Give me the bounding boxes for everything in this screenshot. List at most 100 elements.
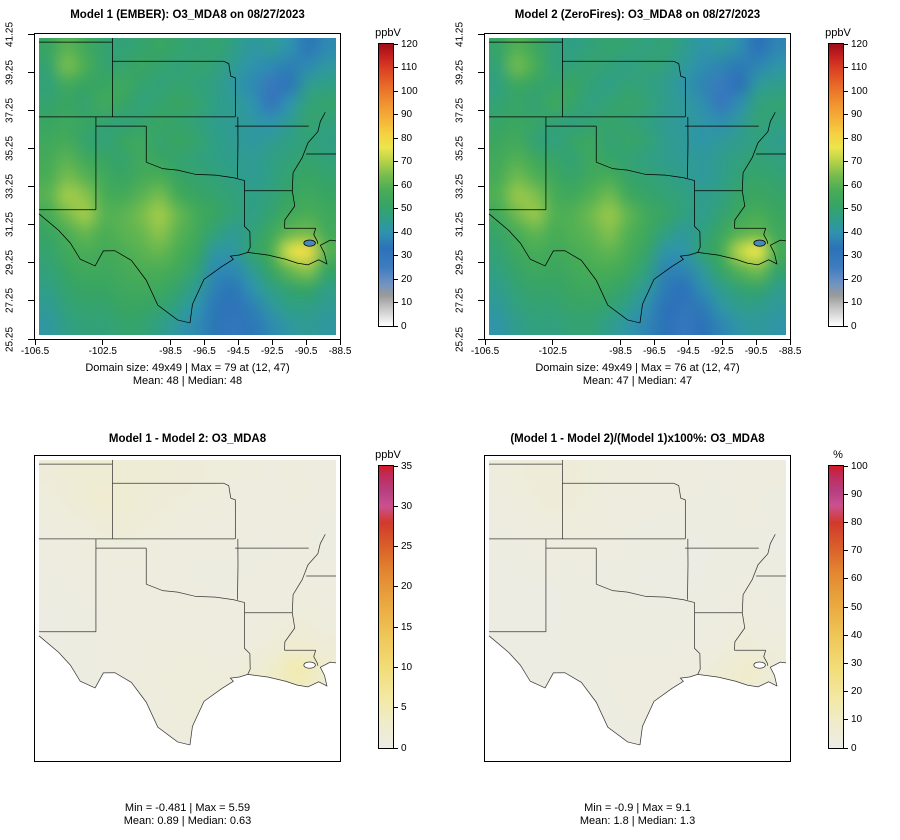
colorbar-tick-label: 50	[851, 203, 863, 214]
colorbar-tick-label: 110	[401, 62, 417, 73]
panel-title: Model 2 (ZeroFires): O3_MDA8 on 08/27/20…	[514, 9, 761, 21]
x-tick-mark	[237, 340, 239, 345]
y-tick-mark	[28, 262, 34, 264]
colorbar-tick-label: 30	[401, 500, 413, 512]
colorbar-ticks: 0 10 20 30 40 50 60 70 80 90 100	[844, 461, 899, 754]
panel-model2: Model 2 (ZeroFires): O3_MDA8 on 08/27/20…	[450, 0, 900, 420]
colorbar-tick-label: 60	[851, 179, 863, 191]
colorbar-tick-mark	[844, 43, 848, 45]
panel-percent-difference: (Model 1 - Model 2)/(Model 1)x100%: O3_M…	[450, 420, 900, 840]
colorbar-tick-mark	[394, 747, 398, 749]
colorbar-tick-mark	[394, 586, 398, 588]
y-tick-label: 39.25	[4, 59, 16, 85]
colorbar-tick-mark	[844, 90, 848, 92]
colorbar-tick-mark	[844, 578, 848, 580]
colorbar-tick-label: 20	[851, 686, 863, 698]
x-tick-label: -94.5	[676, 346, 700, 357]
y-tick-label: 33.25	[4, 173, 16, 200]
map-model2	[484, 33, 791, 340]
colorbar-difference: ppbV 0 5 10 15 20 25 30 35	[375, 449, 450, 754]
x-tick-label: -92.5	[710, 346, 734, 357]
stats-line1: Domain size: 49x49 | Max = 79 at (12, 47…	[85, 362, 290, 374]
colorbar-tick-label: 20	[851, 273, 863, 285]
colorbar-tick-label: 90	[401, 109, 413, 120]
colorbar-ticks: 0 10 20 30 40 50 60 70 80 90 100 110 120	[394, 39, 449, 332]
y-tick-mark	[478, 186, 484, 187]
colorbar-tick-label: 15	[401, 621, 413, 633]
panel-title: Model 1 (EMBER): O3_MDA8 on 08/27/2023	[70, 9, 305, 21]
colorbar-tick-mark	[844, 691, 848, 693]
colorbar-tick-label: 30	[401, 250, 413, 261]
colorbar-tick-mark	[844, 493, 848, 495]
colorbar-tick-mark	[394, 137, 398, 139]
colorbar-tick-label: 5	[401, 702, 407, 714]
colorbar-tick-mark	[844, 719, 848, 721]
colorbar-tick-mark	[394, 707, 398, 709]
colorbar-tick-label: 30	[851, 250, 863, 261]
y-tick-label: 31.25	[4, 212, 16, 238]
x-axis: -106.5 -102.5 -98.5 -96.5 -94.5 -92.5 -90.5 -88…	[450, 340, 900, 358]
map-percent-difference	[484, 455, 791, 762]
y-tick-label: 29.25	[4, 250, 16, 276]
colorbar-tick-label: 100	[851, 85, 868, 97]
stats-line2: Mean: 47 | Median: 47	[582, 375, 693, 387]
colorbar-units-label: ppbV	[825, 27, 851, 39]
y-tick-label: 27.25	[454, 288, 466, 314]
colorbar-tick-mark	[394, 231, 398, 233]
x-tick-mark	[271, 340, 273, 345]
colorbar-tick-label: 110	[851, 62, 867, 73]
map-difference	[34, 455, 341, 762]
colorbar-tick-label: 20	[401, 581, 413, 593]
colorbar-tick-mark	[394, 465, 398, 467]
x-tick-label: -102.5	[88, 346, 117, 357]
colorbar-gradient	[378, 43, 394, 327]
y-tick-mark	[28, 109, 34, 111]
x-tick-mark	[552, 340, 554, 345]
y-tick-mark	[478, 109, 484, 111]
y-tick-label: 37.25	[454, 97, 466, 123]
colorbar-tick-label: 0	[401, 742, 407, 754]
x-tick-label: -90.5	[744, 346, 768, 357]
colorbar-tick-label: 20	[401, 273, 413, 285]
colorbar-tick-mark	[844, 747, 848, 749]
x-tick-label: -94.5	[226, 346, 250, 357]
colorbar-tick-label: 0	[851, 320, 857, 332]
colorbar-tick-mark	[394, 666, 398, 668]
colorbar-tick-label: 90	[851, 109, 863, 120]
x-tick-mark	[789, 340, 791, 345]
colorbar-tick-mark	[844, 231, 848, 233]
y-tick-label: 39.25	[454, 59, 466, 85]
stats-line2: Mean: 48 | Median: 48	[132, 375, 243, 387]
colorbar-tick-mark	[844, 606, 848, 608]
colorbar-tick-mark	[844, 325, 848, 327]
x-tick-label: -106.5	[20, 346, 50, 357]
colorbar-tick-label: 60	[851, 573, 863, 585]
y-tick-label: 41.25	[4, 21, 16, 47]
panel-difference: Model 1 - Model 2: O3_MDA8 ppbV 0 5 10 15 20…	[0, 420, 450, 840]
colorbar-tick-mark	[394, 278, 398, 280]
y-tick-mark	[478, 338, 484, 340]
y-tick-label: 37.25	[4, 97, 16, 123]
stats-line2: Mean: 0.89 | Median: 0.63	[123, 815, 252, 827]
colorbar-tick-label: 35	[401, 460, 413, 472]
colorbar-tick-mark	[844, 634, 848, 636]
colorbar-tick-mark	[394, 90, 398, 92]
x-tick-mark	[721, 340, 723, 345]
colorbar-tick-mark	[844, 550, 848, 552]
colorbar-tick-mark	[844, 278, 848, 280]
colorbar-ticks: 0 10 20 30 40 50 60 70 80 90 100 110 120	[844, 39, 899, 332]
colorbar-tick-label: 40	[851, 629, 863, 641]
colorbar-tick-mark	[844, 67, 848, 68]
panel-model1: Model 1 (EMBER): O3_MDA8 on 08/27/2023 2…	[0, 0, 450, 420]
colorbar-tick-label: 10	[401, 297, 413, 308]
stats-line2: Mean: 1.8 | Median: 1.3	[579, 815, 696, 827]
colorbar-tick-label: 60	[401, 179, 413, 191]
colorbar-tick-label: 25	[401, 541, 413, 553]
colorbar-gradient	[828, 43, 844, 327]
colorbar-tick-mark	[394, 325, 398, 327]
colorbar-tick-label: 0	[851, 742, 857, 754]
colorbar-tick-label: 80	[851, 132, 863, 144]
colorbar-tick-label: 10	[851, 714, 863, 726]
stats-model2: Domain size: 49x49 | Max = 76 at (12, 47…	[484, 362, 791, 388]
